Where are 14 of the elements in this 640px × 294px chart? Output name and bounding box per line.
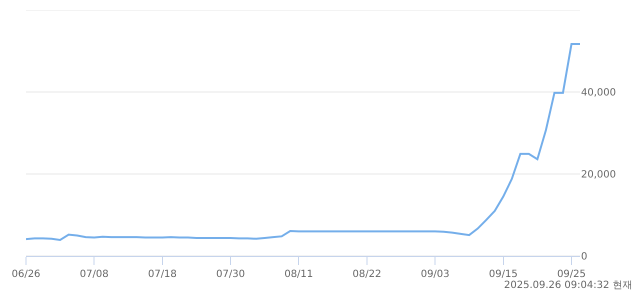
y-tick-label: 20,000 [581, 170, 616, 180]
line-series [26, 43, 580, 242]
x-tick-label: 08/11 [284, 269, 314, 280]
x-tick-label: 09/03 [420, 269, 450, 280]
x-tick-label: 07/08 [80, 269, 109, 280]
y-tick-label: 40,000 [581, 88, 616, 98]
x-tick-label: 07/18 [148, 269, 177, 280]
x-tick-label: 09/25 [557, 269, 586, 280]
y-tick-label: 0 [581, 252, 588, 262]
x-tick-label: 08/22 [352, 269, 382, 280]
x-tick-label: 06/26 [12, 269, 40, 280]
x-tick-label: 09/15 [488, 269, 518, 280]
text: 2025.09.26 09:04:32 현재 [504, 280, 633, 291]
x-tick-label: 07/30 [216, 269, 245, 280]
